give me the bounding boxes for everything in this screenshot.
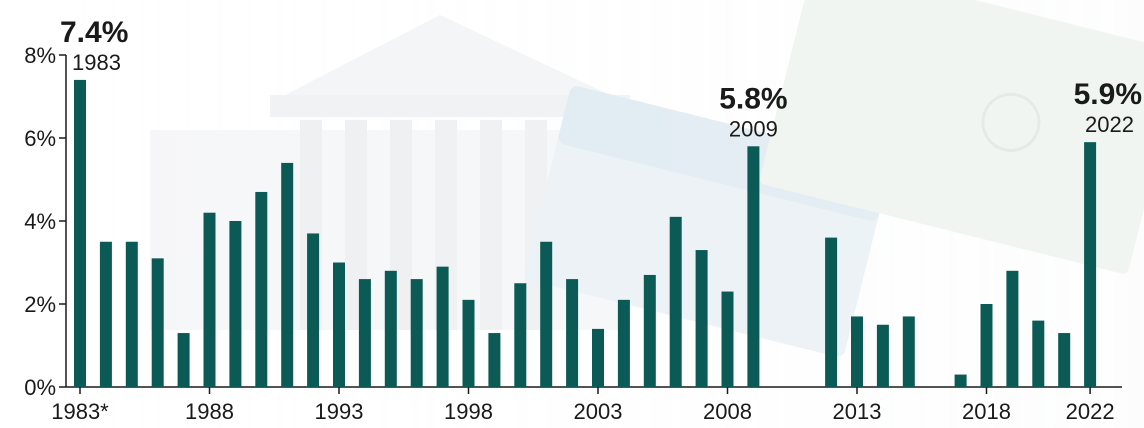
bar-1990 [255, 191, 268, 387]
bar-2000 [514, 283, 527, 387]
bar-1986 [151, 258, 164, 387]
y-tick-label: 0% [24, 375, 56, 400]
x-tick-label: 2008 [703, 399, 752, 424]
annotation-value: 5.8% [719, 82, 787, 115]
bar-2003 [592, 328, 604, 387]
y-tick-label: 4% [24, 209, 56, 234]
bar-1987 [177, 333, 190, 387]
y-tick-label: 6% [24, 126, 56, 151]
annotation-year: 1983 [72, 50, 121, 75]
bar-1989 [229, 221, 242, 387]
bar-2017 [954, 374, 967, 387]
bar-1984 [99, 241, 112, 387]
bar-1998 [462, 299, 475, 387]
bar-2015 [902, 316, 915, 387]
x-tick-label: 1988 [185, 399, 234, 424]
axes: 0% 2% 4% 6% 8% 1983* 1988 1993 1998 2003 2008 2013 2… [24, 43, 1122, 424]
bar-1994 [358, 279, 371, 387]
bar-1996 [410, 279, 423, 387]
x-tick-label: 1998 [444, 399, 493, 424]
bar-2005 [643, 274, 656, 387]
bar-2001 [540, 241, 553, 387]
bar-1992 [307, 233, 320, 387]
bar-2021 [1058, 333, 1071, 387]
bar-2009 [747, 146, 760, 387]
bar-2004 [617, 299, 630, 387]
bar-1999 [488, 333, 501, 387]
x-tick-label: 2018 [962, 399, 1011, 424]
y-tick-label: 2% [24, 292, 56, 317]
bars [74, 79, 1097, 388]
bar-2007 [695, 250, 708, 387]
x-tick-label: 2022 [1066, 399, 1115, 424]
bar-1985 [125, 241, 138, 387]
bar-2008 [721, 291, 734, 387]
bar-2018 [980, 304, 993, 387]
bar-2020 [1032, 320, 1045, 387]
bar-1995 [384, 270, 397, 387]
y-tick-label: 8% [24, 43, 56, 68]
x-tick-label: 2003 [574, 399, 623, 424]
bar-2013 [851, 316, 863, 387]
x-tick-label: 1983* [51, 399, 109, 424]
annotation-year: 2009 [729, 116, 778, 141]
bar-1991 [281, 162, 294, 387]
bar-2014 [876, 324, 889, 387]
bar-2022 [1084, 142, 1097, 387]
annotations: 7.4%1983 5.8%2009 5.9%2022 [60, 16, 1142, 141]
bar-2006 [669, 216, 682, 387]
bar-1983 [74, 79, 86, 388]
annotation-value: 7.4% [60, 16, 128, 49]
bar-1988 [203, 212, 216, 387]
x-tick-label: 2013 [833, 399, 882, 424]
bar-2002 [566, 279, 579, 387]
x-tick-label: 1993 [315, 399, 364, 424]
annotation-value: 5.9% [1074, 78, 1142, 111]
bar-2012 [825, 237, 838, 387]
annotation-year: 2022 [1085, 112, 1134, 137]
bar-1997 [436, 266, 449, 387]
bar-2019 [1006, 270, 1019, 387]
bar-1993 [333, 262, 345, 387]
